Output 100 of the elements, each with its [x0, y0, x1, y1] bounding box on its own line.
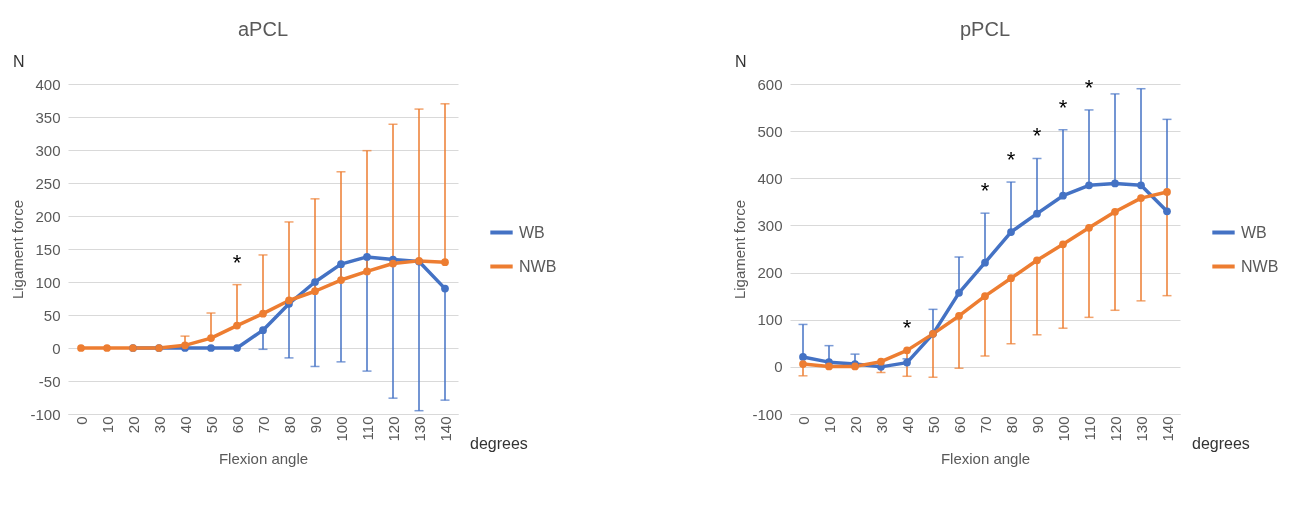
x-tick-label: 130 [410, 416, 428, 442]
x-tick-label: 30 [150, 416, 168, 434]
y-tick-label: -100 [752, 405, 783, 423]
x-tick-label: 50 [924, 416, 942, 434]
point [207, 334, 215, 342]
y-tick-label: 400 [35, 75, 61, 93]
x-tick-label: 80 [1002, 416, 1020, 434]
y-tick-label: 150 [35, 240, 61, 258]
text: degrees [470, 435, 528, 452]
point [441, 258, 449, 267]
point [1007, 228, 1015, 236]
x-tick-label: 40 [898, 416, 916, 434]
y-tick-label: 200 [757, 264, 783, 282]
point [337, 276, 345, 284]
x-tick-label: 100 [332, 416, 350, 442]
point [363, 253, 371, 261]
x-tick-label: 120 [384, 416, 402, 442]
point [799, 360, 807, 368]
point [337, 260, 345, 269]
point [877, 357, 885, 366]
x-tick-label: 120 [1106, 416, 1124, 442]
y-tick-label: 200 [35, 207, 61, 225]
y-tick-label: 100 [35, 273, 61, 291]
point [981, 292, 989, 301]
x-tick-label: 140 [436, 416, 454, 442]
y-tick-label: 600 [757, 75, 783, 93]
point [259, 309, 267, 318]
x-tick-label: 40 [176, 416, 194, 434]
x-tick-label: 100 [1054, 416, 1072, 442]
point [1085, 223, 1093, 232]
point [799, 353, 807, 361]
point [903, 346, 911, 355]
annotation: * [1006, 147, 1016, 173]
x-tick-label: 50 [202, 416, 220, 434]
point [103, 344, 111, 352]
point [233, 344, 241, 352]
point [1033, 256, 1041, 265]
x-tick-label: 80 [280, 416, 298, 434]
point [955, 312, 963, 320]
point [1059, 191, 1067, 200]
y-tick-label: -100 [30, 405, 61, 423]
point [1059, 240, 1067, 249]
x-tick-label: 110 [358, 416, 376, 441]
legend-label: NWB [1241, 257, 1279, 275]
point [955, 288, 963, 297]
x-tick-label: 10 [820, 416, 838, 434]
point [1137, 194, 1145, 202]
point [1163, 207, 1171, 216]
text: N [735, 53, 747, 70]
point [1163, 188, 1171, 196]
y-tick-label: 350 [35, 108, 61, 126]
y-tick-label: -50 [38, 372, 61, 390]
y-axis-title: Ligament force [9, 199, 27, 300]
x-tick-label: 130 [1132, 416, 1150, 442]
point [311, 278, 319, 286]
x-tick-label: 10 [98, 416, 116, 434]
legend-label: NWB [519, 257, 557, 275]
annotation: * [1058, 94, 1068, 120]
x-axis-title: Flexion angle [940, 449, 1031, 467]
text: degrees [1192, 435, 1250, 452]
x-tick-label: 30 [872, 416, 890, 434]
x-tick-label: 60 [950, 416, 968, 434]
x-tick-label: 70 [254, 416, 272, 434]
x-tick-label: 90 [1028, 416, 1046, 434]
point [1111, 179, 1119, 188]
point [233, 321, 241, 330]
y-tick-label: 50 [43, 306, 61, 324]
point [311, 287, 319, 296]
point [1137, 181, 1145, 190]
x-tick-label: 0 [72, 416, 90, 425]
x-tick-label: 90 [306, 416, 324, 434]
point [1007, 274, 1015, 283]
point [1111, 207, 1119, 216]
x-tick-label: 20 [846, 416, 864, 434]
x-tick-label: 60 [228, 416, 246, 434]
x-tick-label: 140 [1158, 416, 1176, 442]
legend-label: WB [1241, 223, 1267, 241]
text: N [13, 53, 25, 70]
point [981, 258, 989, 267]
point [825, 362, 833, 371]
chart-title: aPCL [237, 18, 289, 40]
chart-title: pPCL [959, 18, 1011, 40]
annotation: * [1032, 123, 1042, 149]
legend-label: WB [519, 223, 545, 241]
point [207, 344, 215, 352]
point [1085, 181, 1093, 190]
y-tick-label: 0 [774, 358, 783, 376]
point [363, 267, 371, 276]
annotation: * [902, 315, 912, 341]
y-tick-label: 0 [52, 339, 61, 357]
point [259, 326, 267, 335]
x-tick-label: 0 [794, 416, 812, 425]
y-tick-label: 300 [757, 216, 783, 234]
point [441, 284, 449, 293]
y-tick-label: 250 [35, 174, 61, 192]
point [77, 344, 85, 352]
annotation: * [980, 178, 990, 204]
point [389, 259, 397, 268]
x-tick-label: 20 [124, 416, 142, 434]
y-tick-label: 300 [35, 141, 61, 159]
